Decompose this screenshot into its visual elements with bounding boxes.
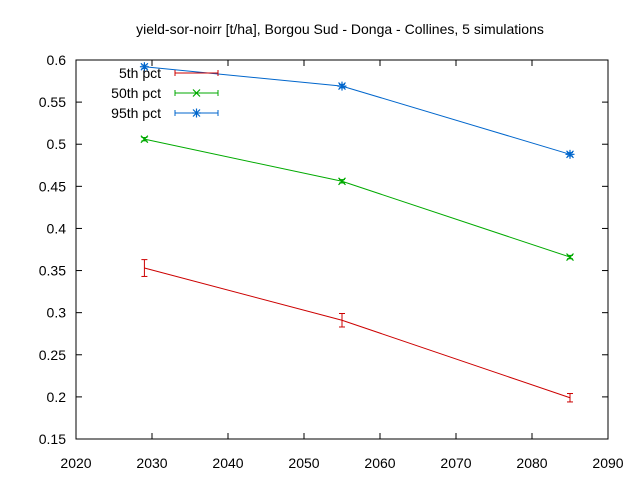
marker-stroke [566, 253, 574, 262]
x-tick-label: 2040 [212, 455, 243, 471]
legend-item: 50th pct [111, 85, 219, 101]
data-point [337, 81, 347, 91]
data-point [565, 149, 575, 159]
series-line [144, 267, 571, 399]
marker-stroke [338, 177, 346, 186]
y-tick-label: 0.5 [47, 136, 67, 152]
y-tick-label: 0.35 [39, 263, 66, 279]
data-point [139, 62, 149, 72]
y-tick-label: 0.6 [47, 52, 67, 68]
data-point [140, 135, 149, 144]
y-tick-label: 0.2 [47, 389, 67, 405]
series-3 [139, 62, 575, 159]
x-tick-label: 2050 [288, 455, 319, 471]
y-tick-label: 0.45 [39, 178, 66, 194]
marker-stroke [140, 135, 149, 144]
chart-title: yield-sor-noirr [t/ha], Borgou Sud - Don… [136, 21, 544, 37]
y-tick-label: 0.3 [47, 305, 67, 321]
legend-item: 95th pct [111, 105, 219, 121]
data-point [567, 393, 573, 403]
axes: 2020 2030 2040 2050 2060 2070 2080 2090 0.15 0.2 0… [39, 52, 624, 471]
y-tick-label: 0.55 [39, 94, 66, 110]
data-point [566, 253, 574, 262]
x-tick-label: 2030 [136, 455, 167, 471]
legend-label: 95th pct [111, 105, 161, 121]
x-tick-label: 2090 [592, 455, 623, 471]
x-tick-label: 2020 [60, 455, 91, 471]
series-2 [140, 135, 574, 262]
marker-stroke [192, 89, 201, 97]
series-1 [141, 259, 573, 403]
legend-label: 5th pct [119, 65, 161, 81]
legend: 5th pct 50th pct 95th pct [111, 65, 219, 121]
data-point [338, 177, 346, 186]
y-tick-label: 0.4 [47, 220, 67, 236]
y-tick-label: 0.25 [39, 347, 66, 363]
series-line [144, 66, 571, 155]
y-tick-label: 0.15 [39, 431, 66, 447]
data-point [141, 259, 148, 277]
series-line [144, 138, 571, 258]
data-point [339, 313, 345, 328]
plot-frame [75, 59, 609, 440]
x-tick-label: 2060 [364, 455, 395, 471]
x-tick-label: 2070 [440, 455, 471, 471]
legend-label: 50th pct [111, 85, 161, 101]
x-tick-label: 2080 [516, 455, 547, 471]
legend-item: 5th pct [119, 65, 219, 81]
